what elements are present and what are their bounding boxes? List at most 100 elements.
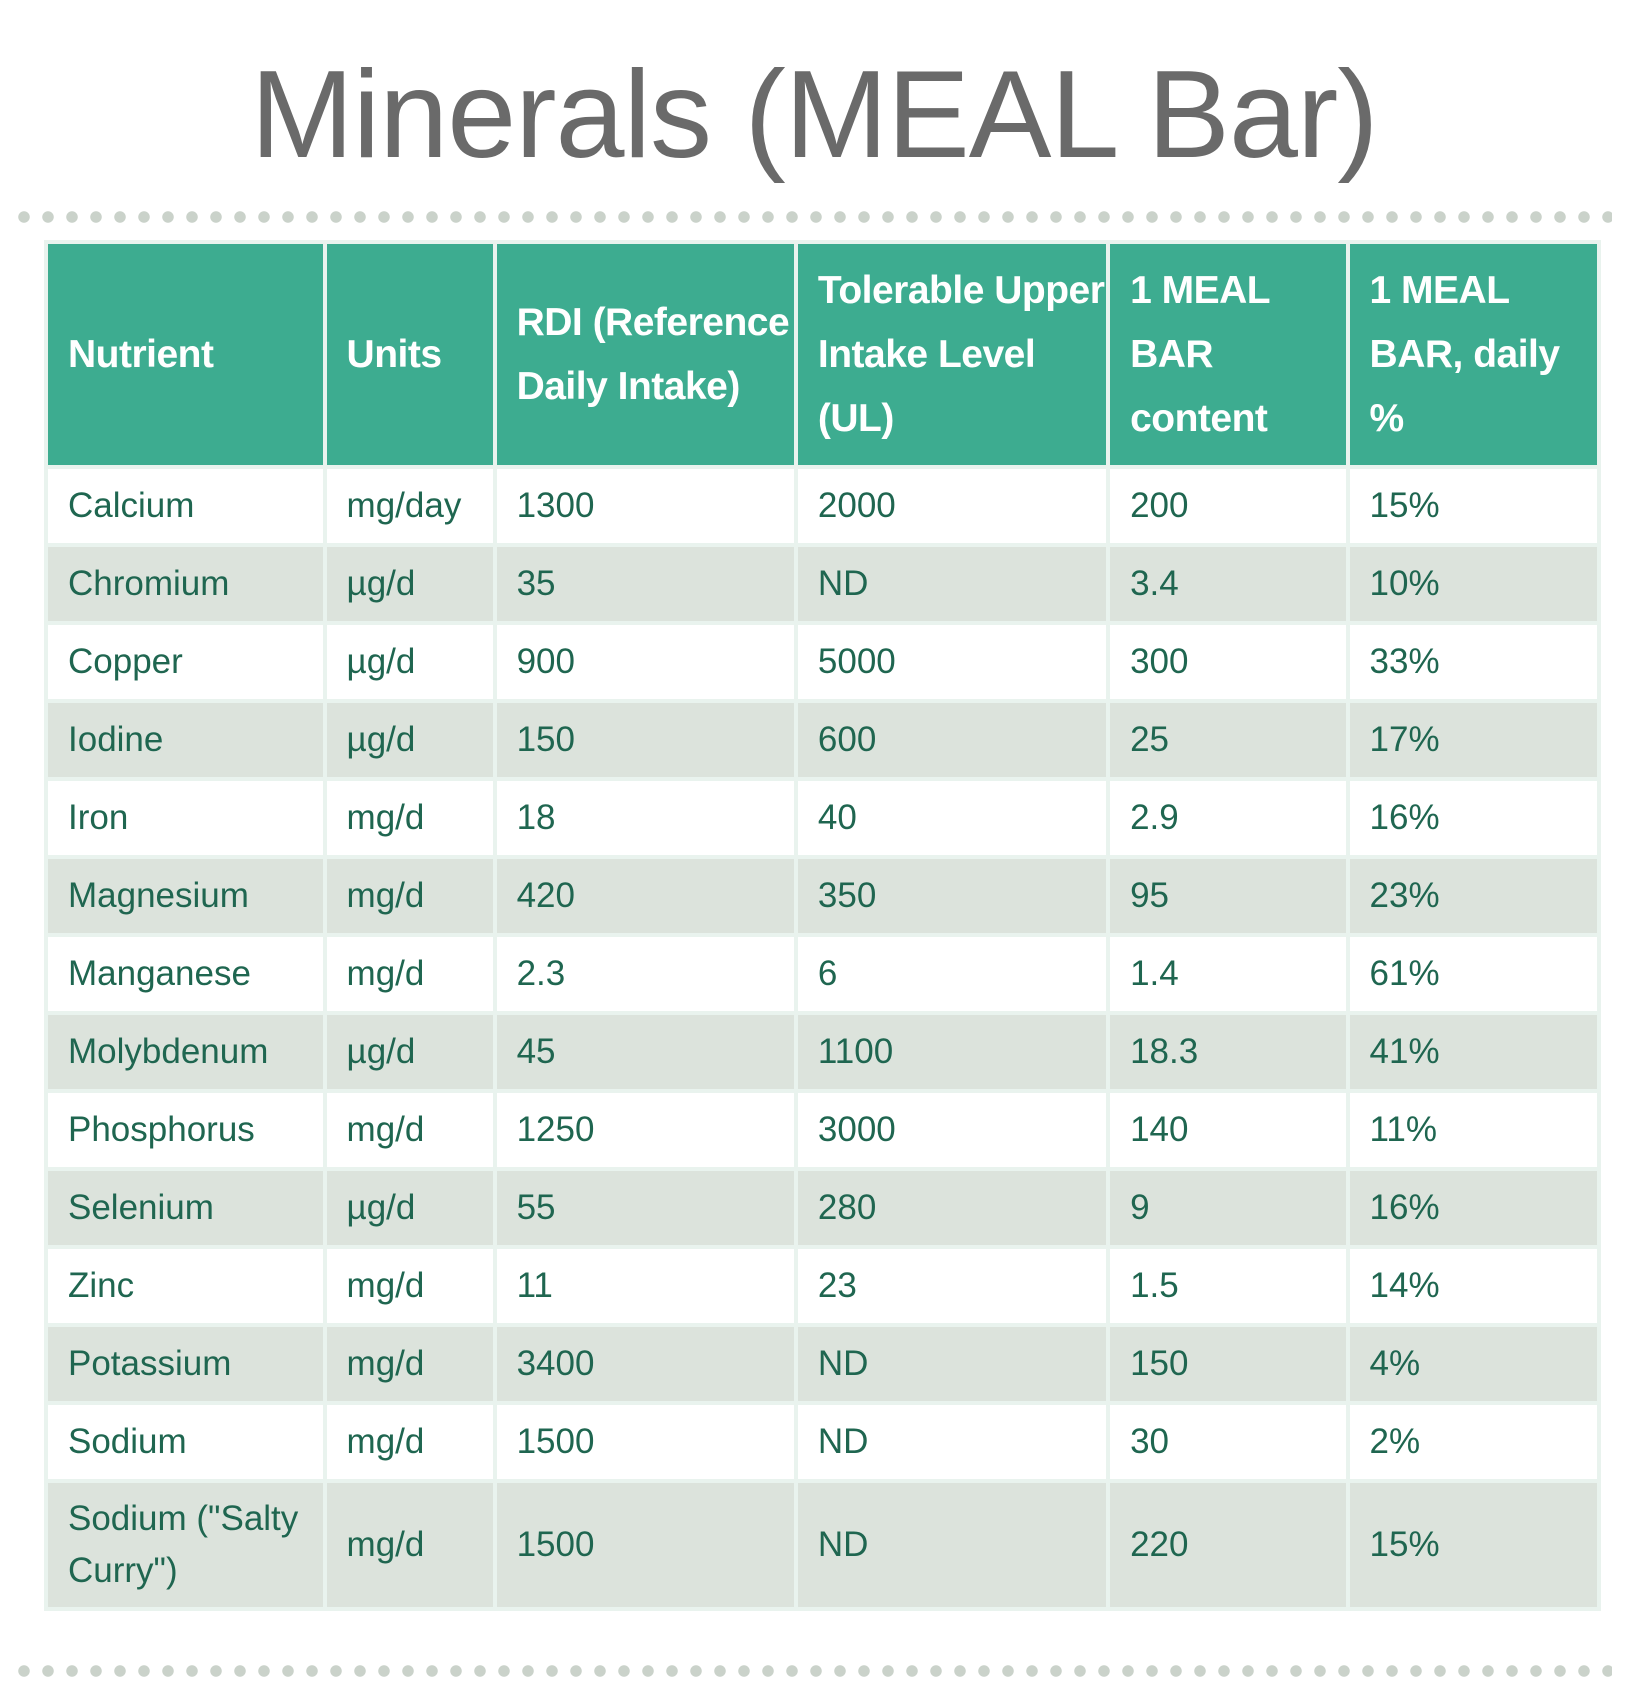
cell-nutrient: Chromium [48, 547, 323, 621]
cell-daily-percent: 15% [1349, 469, 1597, 543]
cell-rdi: 150 [496, 703, 794, 777]
cell-units: mg/d [326, 1327, 493, 1401]
cell-bar-content: 1.5 [1110, 1249, 1346, 1323]
table-row: Magnesium mg/d 420 350 95 23% [48, 859, 1597, 933]
header-rdi: RDI (Reference Daily Intake) [496, 244, 794, 465]
cell-nutrient: Manganese [48, 937, 323, 1011]
cell-ul: 6 [797, 937, 1107, 1011]
cell-ul: ND [797, 547, 1107, 621]
dotted-divider-bottom [12, 1665, 1612, 1677]
cell-rdi: 45 [496, 1015, 794, 1089]
cell-bar-content: 3.4 [1110, 547, 1346, 621]
cell-nutrient: Copper [48, 625, 323, 699]
cell-bar-content: 220 [1110, 1483, 1346, 1607]
cell-daily-percent: 41% [1349, 1015, 1597, 1089]
cell-rdi: 1500 [496, 1483, 794, 1607]
cell-units: mg/d [326, 1249, 493, 1323]
cell-rdi: 900 [496, 625, 794, 699]
cell-units: µg/d [326, 1171, 493, 1245]
cell-bar-content: 18.3 [1110, 1015, 1346, 1089]
cell-units: µg/d [326, 703, 493, 777]
page-title: Minerals (MEAL Bar) [250, 46, 1378, 184]
cell-nutrient: Magnesium [48, 859, 323, 933]
table-row: Calcium mg/day 1300 2000 200 15% [48, 469, 1597, 543]
cell-nutrient: Sodium [48, 1405, 323, 1479]
cell-units: mg/d [326, 1405, 493, 1479]
cell-nutrient: Iodine [48, 703, 323, 777]
cell-rdi: 1500 [496, 1405, 794, 1479]
table-row: Iron mg/d 18 40 2.9 16% [48, 781, 1597, 855]
cell-daily-percent: 4% [1349, 1327, 1597, 1401]
cell-units: mg/d [326, 781, 493, 855]
cell-nutrient: Phosphorus [48, 1093, 323, 1167]
table-row: Copper µg/d 900 5000 300 33% [48, 625, 1597, 699]
cell-bar-content: 2.9 [1110, 781, 1346, 855]
cell-ul: 2000 [797, 469, 1107, 543]
table-row: Chromium µg/d 35 ND 3.4 10% [48, 547, 1597, 621]
cell-bar-content: 9 [1110, 1171, 1346, 1245]
cell-units: µg/d [326, 547, 493, 621]
header-bar-content: 1 MEAL BAR content [1110, 244, 1346, 465]
cell-rdi: 55 [496, 1171, 794, 1245]
cell-daily-percent: 10% [1349, 547, 1597, 621]
table-row: Potassium mg/d 3400 ND 150 4% [48, 1327, 1597, 1401]
table-row: Manganese mg/d 2.3 6 1.4 61% [48, 937, 1597, 1011]
dotted-divider-top [12, 211, 1612, 223]
cell-ul: 40 [797, 781, 1107, 855]
cell-ul: 600 [797, 703, 1107, 777]
cell-bar-content: 25 [1110, 703, 1346, 777]
cell-rdi: 2.3 [496, 937, 794, 1011]
cell-units: mg/d [326, 1483, 493, 1607]
cell-units: mg/d [326, 859, 493, 933]
cell-ul: 23 [797, 1249, 1107, 1323]
cell-nutrient: Selenium [48, 1171, 323, 1245]
table-row: Molybdenum µg/d 45 1100 18.3 41% [48, 1015, 1597, 1089]
cell-daily-percent: 2% [1349, 1405, 1597, 1479]
cell-ul: ND [797, 1327, 1107, 1401]
cell-bar-content: 300 [1110, 625, 1346, 699]
cell-daily-percent: 33% [1349, 625, 1597, 699]
cell-bar-content: 150 [1110, 1327, 1346, 1401]
table-row: Iodine µg/d 150 600 25 17% [48, 703, 1597, 777]
cell-ul: 350 [797, 859, 1107, 933]
table-row: Sodium ("Salty Curry") mg/d 1500 ND 220 15% [48, 1483, 1597, 1607]
cell-ul: 1100 [797, 1015, 1107, 1089]
cell-daily-percent: 11% [1349, 1093, 1597, 1167]
cell-nutrient: Potassium [48, 1327, 323, 1401]
minerals-table: Nutrient Units RDI (Reference Daily Inta… [44, 240, 1601, 1611]
cell-units: mg/day [326, 469, 493, 543]
cell-bar-content: 200 [1110, 469, 1346, 543]
cell-daily-percent: 23% [1349, 859, 1597, 933]
cell-units: mg/d [326, 937, 493, 1011]
cell-units: µg/d [326, 625, 493, 699]
cell-daily-percent: 15% [1349, 1483, 1597, 1607]
cell-bar-content: 1.4 [1110, 937, 1346, 1011]
cell-ul: 280 [797, 1171, 1107, 1245]
cell-bar-content: 95 [1110, 859, 1346, 933]
table-row: Zinc mg/d 11 23 1.5 14% [48, 1249, 1597, 1323]
cell-rdi: 11 [496, 1249, 794, 1323]
table-row: Selenium µg/d 55 280 9 16% [48, 1171, 1597, 1245]
header-row: Nutrient Units RDI (Reference Daily Inta… [48, 244, 1597, 465]
cell-units: mg/d [326, 1093, 493, 1167]
cell-nutrient: Zinc [48, 1249, 323, 1323]
header-units: Units [326, 244, 493, 465]
cell-rdi: 1300 [496, 469, 794, 543]
header-daily-percent: 1 MEAL BAR, daily % [1349, 244, 1597, 465]
cell-ul: ND [797, 1483, 1107, 1607]
cell-rdi: 1250 [496, 1093, 794, 1167]
header-nutrient: Nutrient [48, 244, 323, 465]
cell-ul: 3000 [797, 1093, 1107, 1167]
cell-nutrient: Iron [48, 781, 323, 855]
table-body: Calcium mg/day 1300 2000 200 15% Chromium µg/d 3… [48, 469, 1597, 1607]
cell-daily-percent: 16% [1349, 781, 1597, 855]
table-row: Sodium mg/d 1500 ND 30 2% [48, 1405, 1597, 1479]
cell-daily-percent: 17% [1349, 703, 1597, 777]
cell-rdi: 18 [496, 781, 794, 855]
cell-nutrient: Molybdenum [48, 1015, 323, 1089]
cell-rdi: 35 [496, 547, 794, 621]
cell-ul: ND [797, 1405, 1107, 1479]
cell-nutrient: Sodium ("Salty Curry") [48, 1483, 323, 1607]
header-ul: Tolerable Upper Intake Level (UL) [797, 244, 1107, 465]
cell-rdi: 420 [496, 859, 794, 933]
